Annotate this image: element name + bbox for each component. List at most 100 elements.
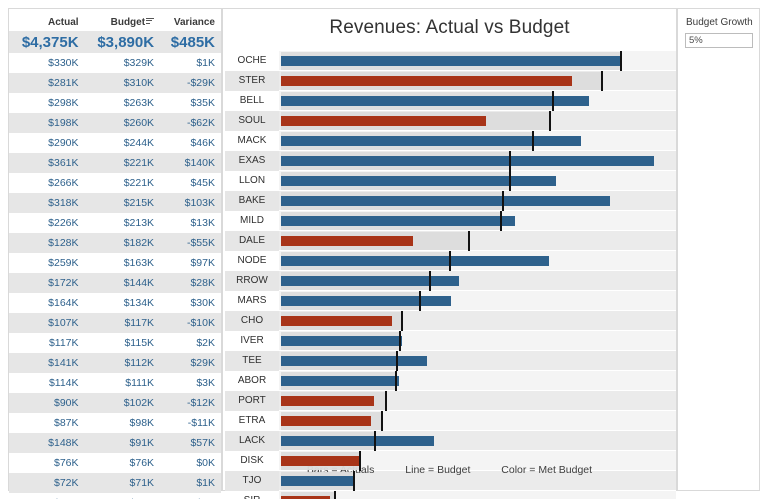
chart-row[interactable]: BAKE [225, 191, 676, 211]
chart-row[interactable]: TJO [225, 471, 676, 491]
row-divider [225, 170, 676, 171]
actual-bar[interactable] [281, 496, 330, 499]
cell-budget: $182K [84, 233, 161, 253]
table-row[interactable]: $141K $112K $29K [9, 353, 221, 373]
chart-row[interactable]: STER [225, 71, 676, 91]
chart-row[interactable]: TEE [225, 351, 676, 371]
actual-bar[interactable] [281, 216, 515, 226]
table-row[interactable]: $330K $329K $1K [9, 53, 221, 73]
cell-variance: $3K [196, 377, 215, 389]
cell-actual: $281K [9, 73, 85, 93]
actual-bar[interactable] [281, 396, 375, 406]
actual-bar[interactable] [281, 96, 590, 106]
chart-row[interactable]: LLON [225, 171, 676, 191]
table-row[interactable]: $148K $91K $57K [9, 433, 221, 453]
cell-variance: $1K [196, 57, 215, 69]
cell-variance: $103K [160, 193, 221, 213]
table-row[interactable]: $290K $244K $46K [9, 133, 221, 153]
chart-row-label-bg [225, 391, 279, 411]
cell-actual: $259K [48, 257, 79, 269]
actual-bar[interactable] [281, 236, 414, 246]
table-row[interactable]: $164K $134K $30K [9, 293, 221, 313]
column-header-actual[interactable]: Actual [9, 13, 85, 31]
sort-descending-icon[interactable] [146, 17, 155, 25]
table-row[interactable]: $172K $144K $28K [9, 273, 221, 293]
table-row[interactable]: $226K $213K $13K [9, 213, 221, 233]
actual-bar[interactable] [281, 436, 435, 446]
table-row[interactable]: $107K $117K -$10K [9, 313, 221, 333]
actual-bar[interactable] [281, 136, 581, 146]
table-row[interactable]: $259K $163K $97K [9, 253, 221, 273]
chart-row-label-bg [225, 51, 279, 71]
chart-row-label: SIR [225, 491, 279, 499]
table-row[interactable]: $114K $111K $3K [9, 373, 221, 393]
table-row[interactable]: $72K $71K $1K [9, 473, 221, 493]
budget-reference-line [395, 351, 398, 371]
table-row[interactable]: $76K $76K $0K [9, 453, 221, 473]
chart-row[interactable]: RROW [225, 271, 676, 291]
actual-bar[interactable] [281, 356, 427, 366]
actual-bar[interactable] [281, 416, 371, 426]
chart-row[interactable]: IVER [225, 331, 676, 351]
table-row[interactable]: $87K $98K -$11K [9, 413, 221, 433]
row-divider [225, 250, 676, 251]
table-row[interactable]: $128K $182K -$55K [9, 233, 221, 253]
chart-row[interactable]: MILD [225, 211, 676, 231]
actual-bar[interactable] [281, 196, 610, 206]
chart-row-label-bg [225, 291, 279, 311]
cell-budget: $112K [84, 353, 161, 373]
chart-row[interactable]: CHO [225, 311, 676, 331]
table-row[interactable]: $281K $310K -$29K [9, 73, 221, 93]
table-row[interactable]: $298K $263K $35K [9, 93, 221, 113]
row-divider [225, 470, 676, 471]
actual-bar[interactable] [281, 116, 486, 126]
chart-row[interactable]: MACK [225, 131, 676, 151]
actual-bar[interactable] [281, 156, 655, 166]
table-row[interactable]: $318K $215K $103K [9, 193, 221, 213]
chart-row[interactable]: DISK [225, 451, 676, 471]
chart-row[interactable]: ABOR [225, 371, 676, 391]
cell-actual: $298K [48, 97, 79, 109]
cell-budget: $134K [123, 297, 155, 309]
row-divider [225, 350, 676, 351]
budget-reference-line [532, 131, 535, 151]
cell-budget: $144K [84, 273, 161, 293]
chart-row[interactable]: PORT [225, 391, 676, 411]
actual-bar[interactable] [281, 76, 572, 86]
parameter-panel: Budget Growth [677, 8, 760, 491]
column-header-variance[interactable]: Variance [160, 13, 221, 31]
table-row[interactable]: $90K $102K -$12K [9, 393, 221, 413]
actual-bar[interactable] [281, 376, 399, 386]
table-row[interactable]: $361K $221K $140K [9, 153, 221, 173]
budget-growth-input[interactable] [685, 33, 753, 48]
chart-row[interactable]: ETRA [225, 411, 676, 431]
table-row[interactable]: $117K $115K $2K [9, 333, 221, 353]
actual-bar[interactable] [281, 296, 451, 306]
chart-row[interactable]: SIR [225, 491, 676, 499]
actual-bar[interactable] [281, 456, 360, 466]
actual-bar[interactable] [281, 316, 392, 326]
chart-row-label: NODE [237, 255, 267, 266]
chart-row[interactable]: EXAS [225, 151, 676, 171]
chart-row[interactable]: NODE [225, 251, 676, 271]
budget-reference-line [508, 171, 511, 191]
chart-row[interactable]: MARS [225, 291, 676, 311]
table-row[interactable]: $47K$52K-$4K [9, 493, 221, 499]
actual-bar[interactable] [281, 256, 549, 266]
chart-row[interactable]: OCHE [225, 51, 676, 71]
actual-bar[interactable] [281, 336, 402, 346]
actual-bar[interactable] [281, 176, 557, 186]
actual-bar[interactable] [281, 56, 623, 66]
actual-bar[interactable] [281, 476, 356, 486]
table-row[interactable]: $198K $260K -$62K [9, 113, 221, 133]
chart-row[interactable]: BELL [225, 91, 676, 111]
chart-row[interactable]: DALE [225, 231, 676, 251]
table-row[interactable]: $266K $221K $45K [9, 173, 221, 193]
cell-variance: $13K [190, 217, 215, 229]
actual-bar[interactable] [281, 276, 459, 286]
chart-row[interactable]: LACK [225, 431, 676, 451]
chart-row[interactable]: SOUL [225, 111, 676, 131]
chart-row-label-bg [225, 91, 279, 111]
column-header-budget[interactable]: Budget [85, 13, 161, 31]
